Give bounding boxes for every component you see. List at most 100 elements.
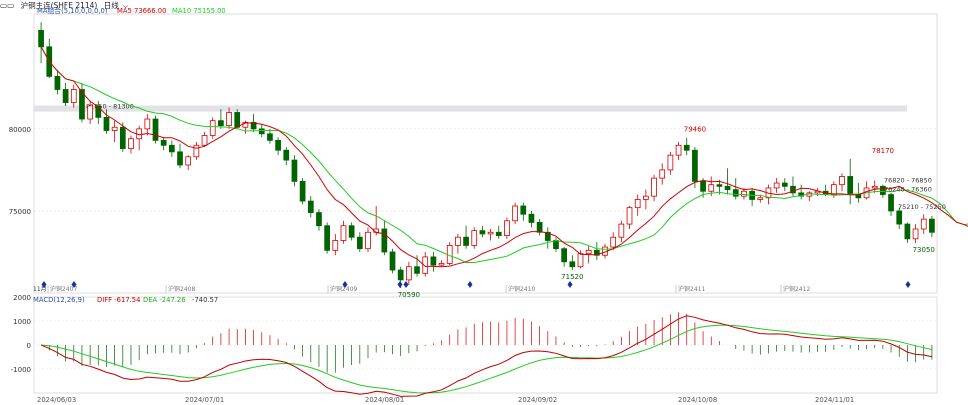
candle-body [757,197,764,200]
candle-body [512,205,518,222]
candle-body [267,133,273,141]
low-label-73050: 73050 [913,246,935,254]
candle-body [896,210,903,225]
price-tick-label: 75000 [9,208,31,216]
ma5-legend-label: MA5 73666.00 [117,7,166,15]
candle-body [201,135,208,146]
candle-body [553,240,559,250]
range-label-76240: 76240 - 76360 [884,186,932,194]
candle-body [479,230,486,235]
macd-tick-label: 0 [27,342,31,350]
candle-body [569,261,576,268]
candle-body [62,89,69,104]
ma10-line [40,46,968,263]
candle-body [299,180,306,202]
candle-body [471,230,478,246]
candle-body [773,182,780,189]
candle-body [610,236,617,248]
candle-body [651,177,657,197]
candle-body [348,225,355,238]
window-icon[interactable]: ▭▭ [0,1,15,10]
range-label-75210: 75210 - 75250 [898,203,946,211]
candle-body [634,199,641,209]
candle-body [880,185,886,195]
candle-body [455,236,461,246]
candle-body [79,89,85,120]
candle-body [830,184,837,195]
candle-body [193,144,200,158]
contract-mark-label: 沪铜2412 [783,285,810,293]
symbol-selector[interactable]: 沪铜主连(SHFE 2114) [20,1,98,10]
macd-value-label: -740.57 [192,296,218,304]
candle-body [177,151,183,166]
contract-mark-label: 沪铜2407 [50,285,77,293]
event-diamond-icon [342,281,348,288]
candle-body [87,105,93,120]
candle-body [397,269,404,281]
candle-body [242,121,249,128]
contract-mark-label: 沪铜2411 [678,285,705,293]
candle-body [871,185,878,189]
candle-body [643,195,649,200]
period-selector[interactable]: 日线 ⌵ [104,1,133,10]
candle-body [119,126,126,149]
x-axis-date-label: 2024/09/02 [518,396,557,404]
contract-mark-label: 沪铜2409 [330,285,357,293]
x-axis-date-label: 2024/11/01 [815,396,854,404]
candle-body [291,159,298,182]
ma10-legend-label: MA10 75155.00 [172,7,226,15]
candle-body [839,176,845,186]
candle-body [103,116,110,131]
candle-body [234,112,241,128]
dea-legend-label: DEA -247.26 [143,296,186,304]
candle-body [316,212,322,227]
candle-body [463,236,469,246]
candle-body [618,223,625,238]
candle-body [585,249,592,255]
candle-body [275,139,281,151]
candle-body [144,118,151,130]
price-tick-label: 80000 [9,126,31,134]
candle-body [659,169,666,179]
high-label-79460: 79460 [684,126,706,134]
macd-tick-label: 1000 [13,318,31,326]
x-axis-date-label: 2024/08/01 [365,396,404,404]
candle-body [381,228,388,253]
candle-body [577,253,584,268]
candle-body [520,205,527,215]
candle-body [209,120,216,136]
candle-body [487,231,494,235]
corner-label: 11月 [33,286,47,293]
candle-body [160,139,167,146]
candle-body [683,144,690,151]
candle-body [904,223,911,240]
contract-mark-label: 沪铜2410 [508,285,535,293]
ma5-line [40,46,968,268]
low-label-70590: 70590 [398,291,420,299]
candle-body [70,89,77,104]
candle-body [168,144,175,153]
contract-mark-label: 沪铜2408 [168,285,195,293]
candle-body [708,184,715,192]
candle-body [128,138,134,149]
candle-body [283,149,290,161]
candle-body [356,236,363,250]
candle-body [929,218,935,233]
resistance-zone-band [34,105,907,112]
candle-body [667,154,674,171]
high-label-78170: 78170 [872,147,894,155]
event-diamond-icon [403,281,409,288]
candle-body [888,194,894,212]
candle-body [692,149,698,182]
candle-body [218,120,224,126]
x-axis-date-label: 2024/10/08 [678,396,717,404]
event-diamond-icon [397,281,403,288]
candle-body [250,121,257,130]
candle-body [438,263,445,266]
candle-body [430,256,437,266]
macd-tick-label: 2000 [13,294,31,302]
x-axis-date-label: 2024/07/01 [185,396,224,404]
low-label-71520: 71520 [561,273,583,281]
candle-body [847,176,854,195]
